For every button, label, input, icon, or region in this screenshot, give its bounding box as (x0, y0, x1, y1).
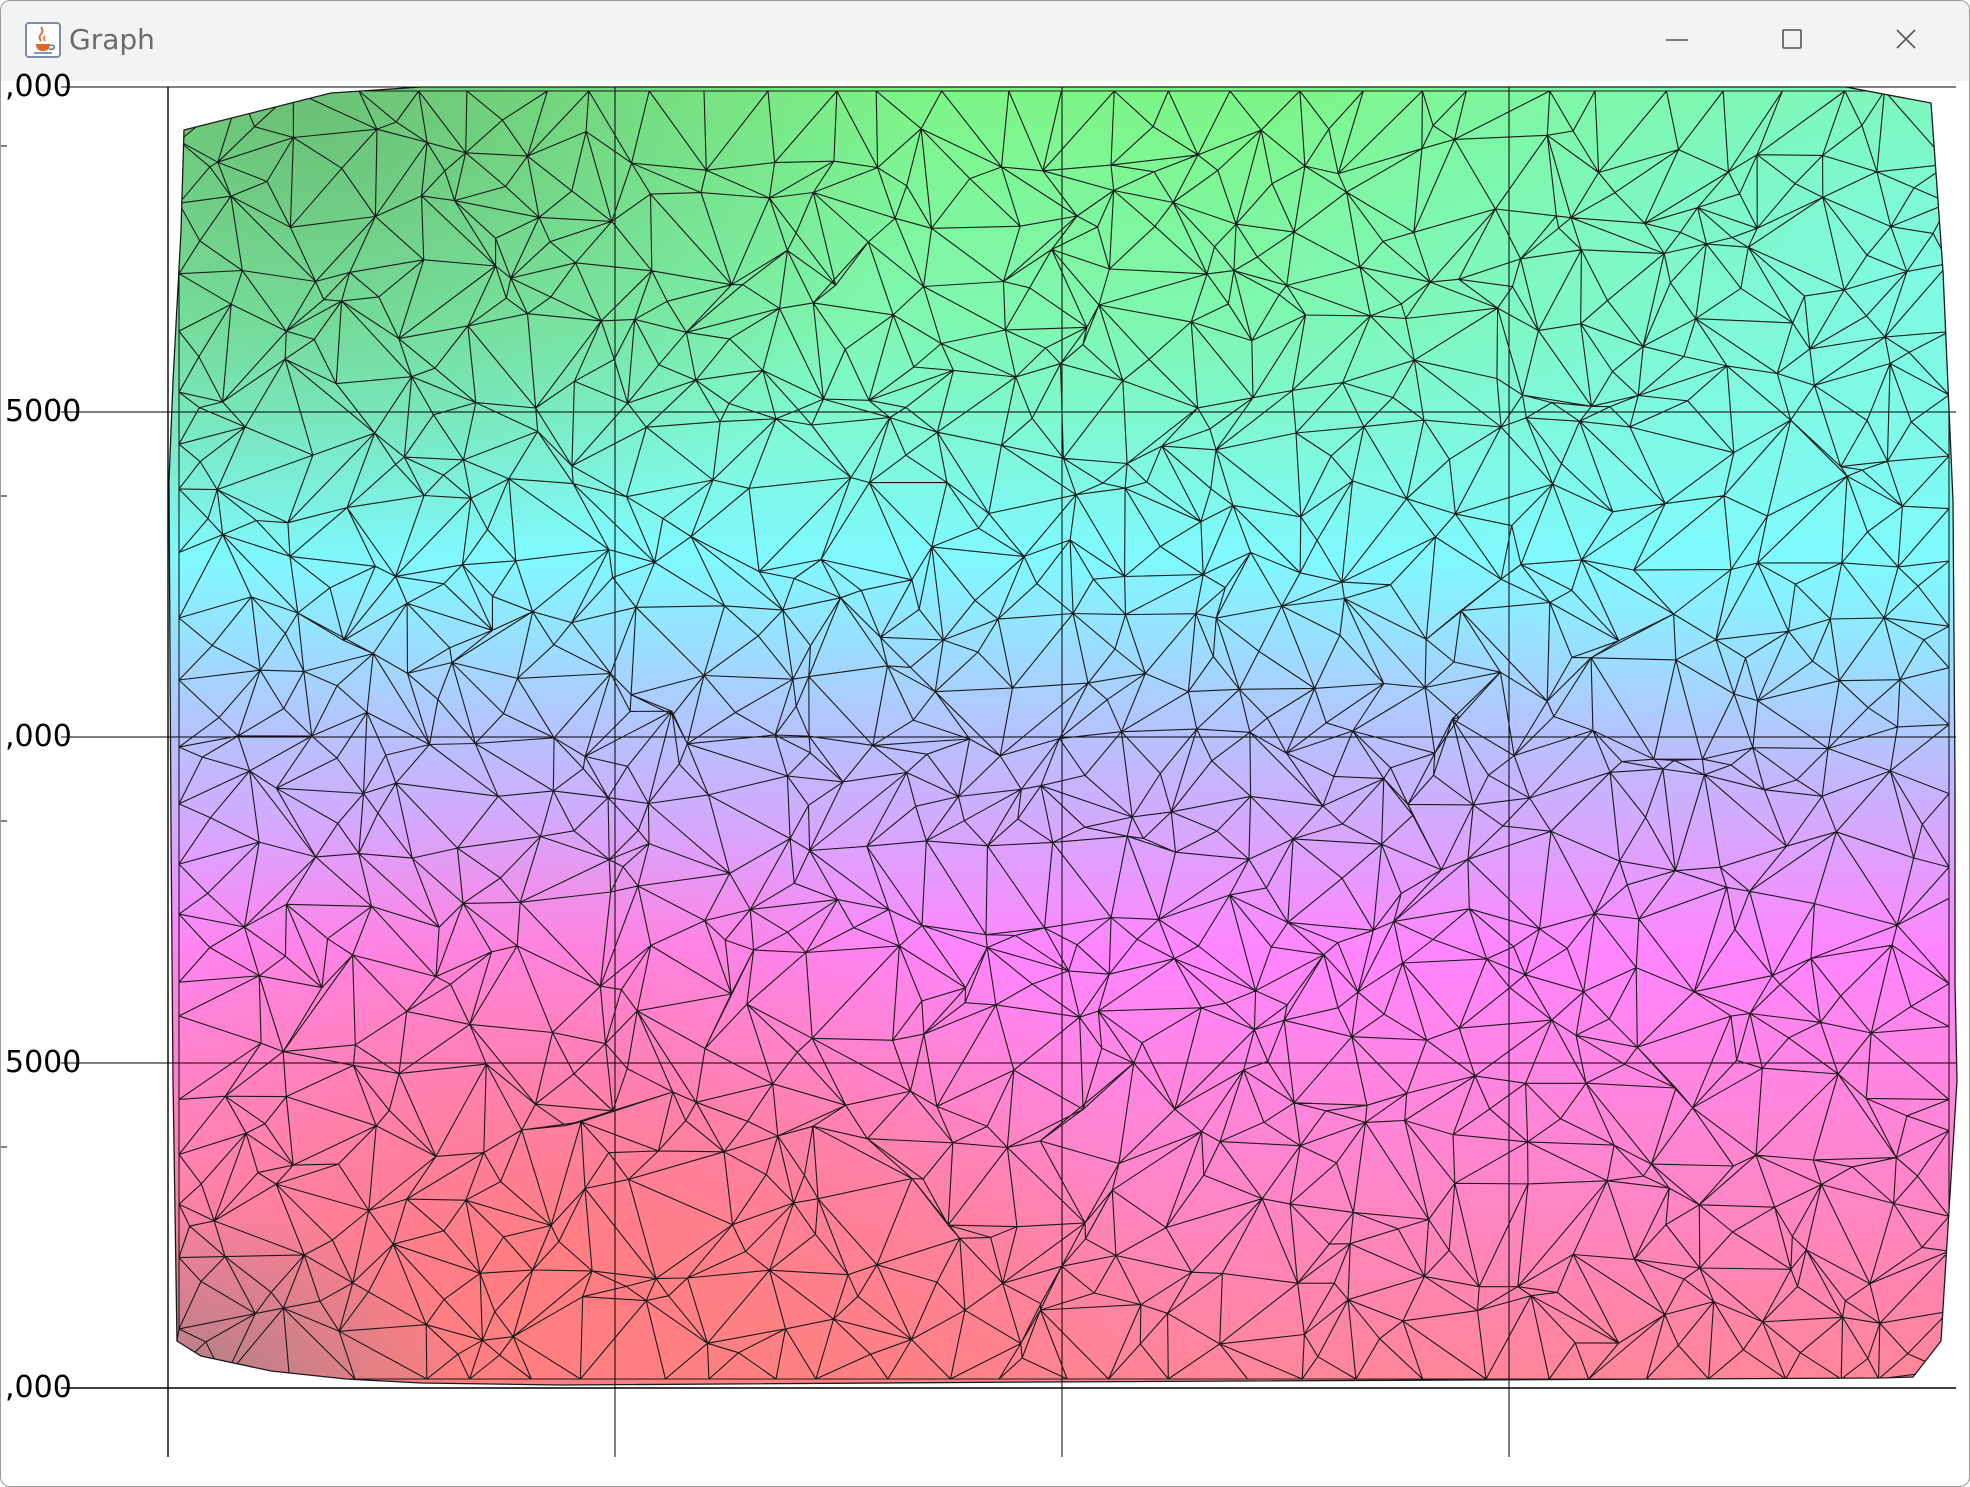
close-button[interactable] (1867, 16, 1947, 66)
y-tick-label: 5000 (5, 1048, 81, 1078)
title-bar[interactable]: Graph (1, 1, 1969, 81)
minimize-button[interactable] (1637, 16, 1717, 66)
minimize-icon (1666, 39, 1688, 41)
close-icon (1896, 29, 1916, 49)
window-title: Graph (69, 23, 155, 56)
maximize-icon (1782, 29, 1802, 49)
java-coffee-cup-icon (25, 22, 61, 58)
y-tick-label: ,000 (5, 72, 72, 102)
surface-outline (168, 86, 1958, 1386)
surface-plot[interactable] (1, 81, 1969, 1486)
y-tick-label: ,000 (5, 1373, 72, 1403)
y-tick-label: 5000 (5, 397, 81, 427)
y-tick-label: ,000 (5, 722, 72, 752)
plot-area[interactable]: ,000 5000 ,000 5000 ,000 (1, 72, 1969, 1486)
maximize-button[interactable] (1751, 16, 1831, 66)
axes (1, 87, 1956, 1457)
